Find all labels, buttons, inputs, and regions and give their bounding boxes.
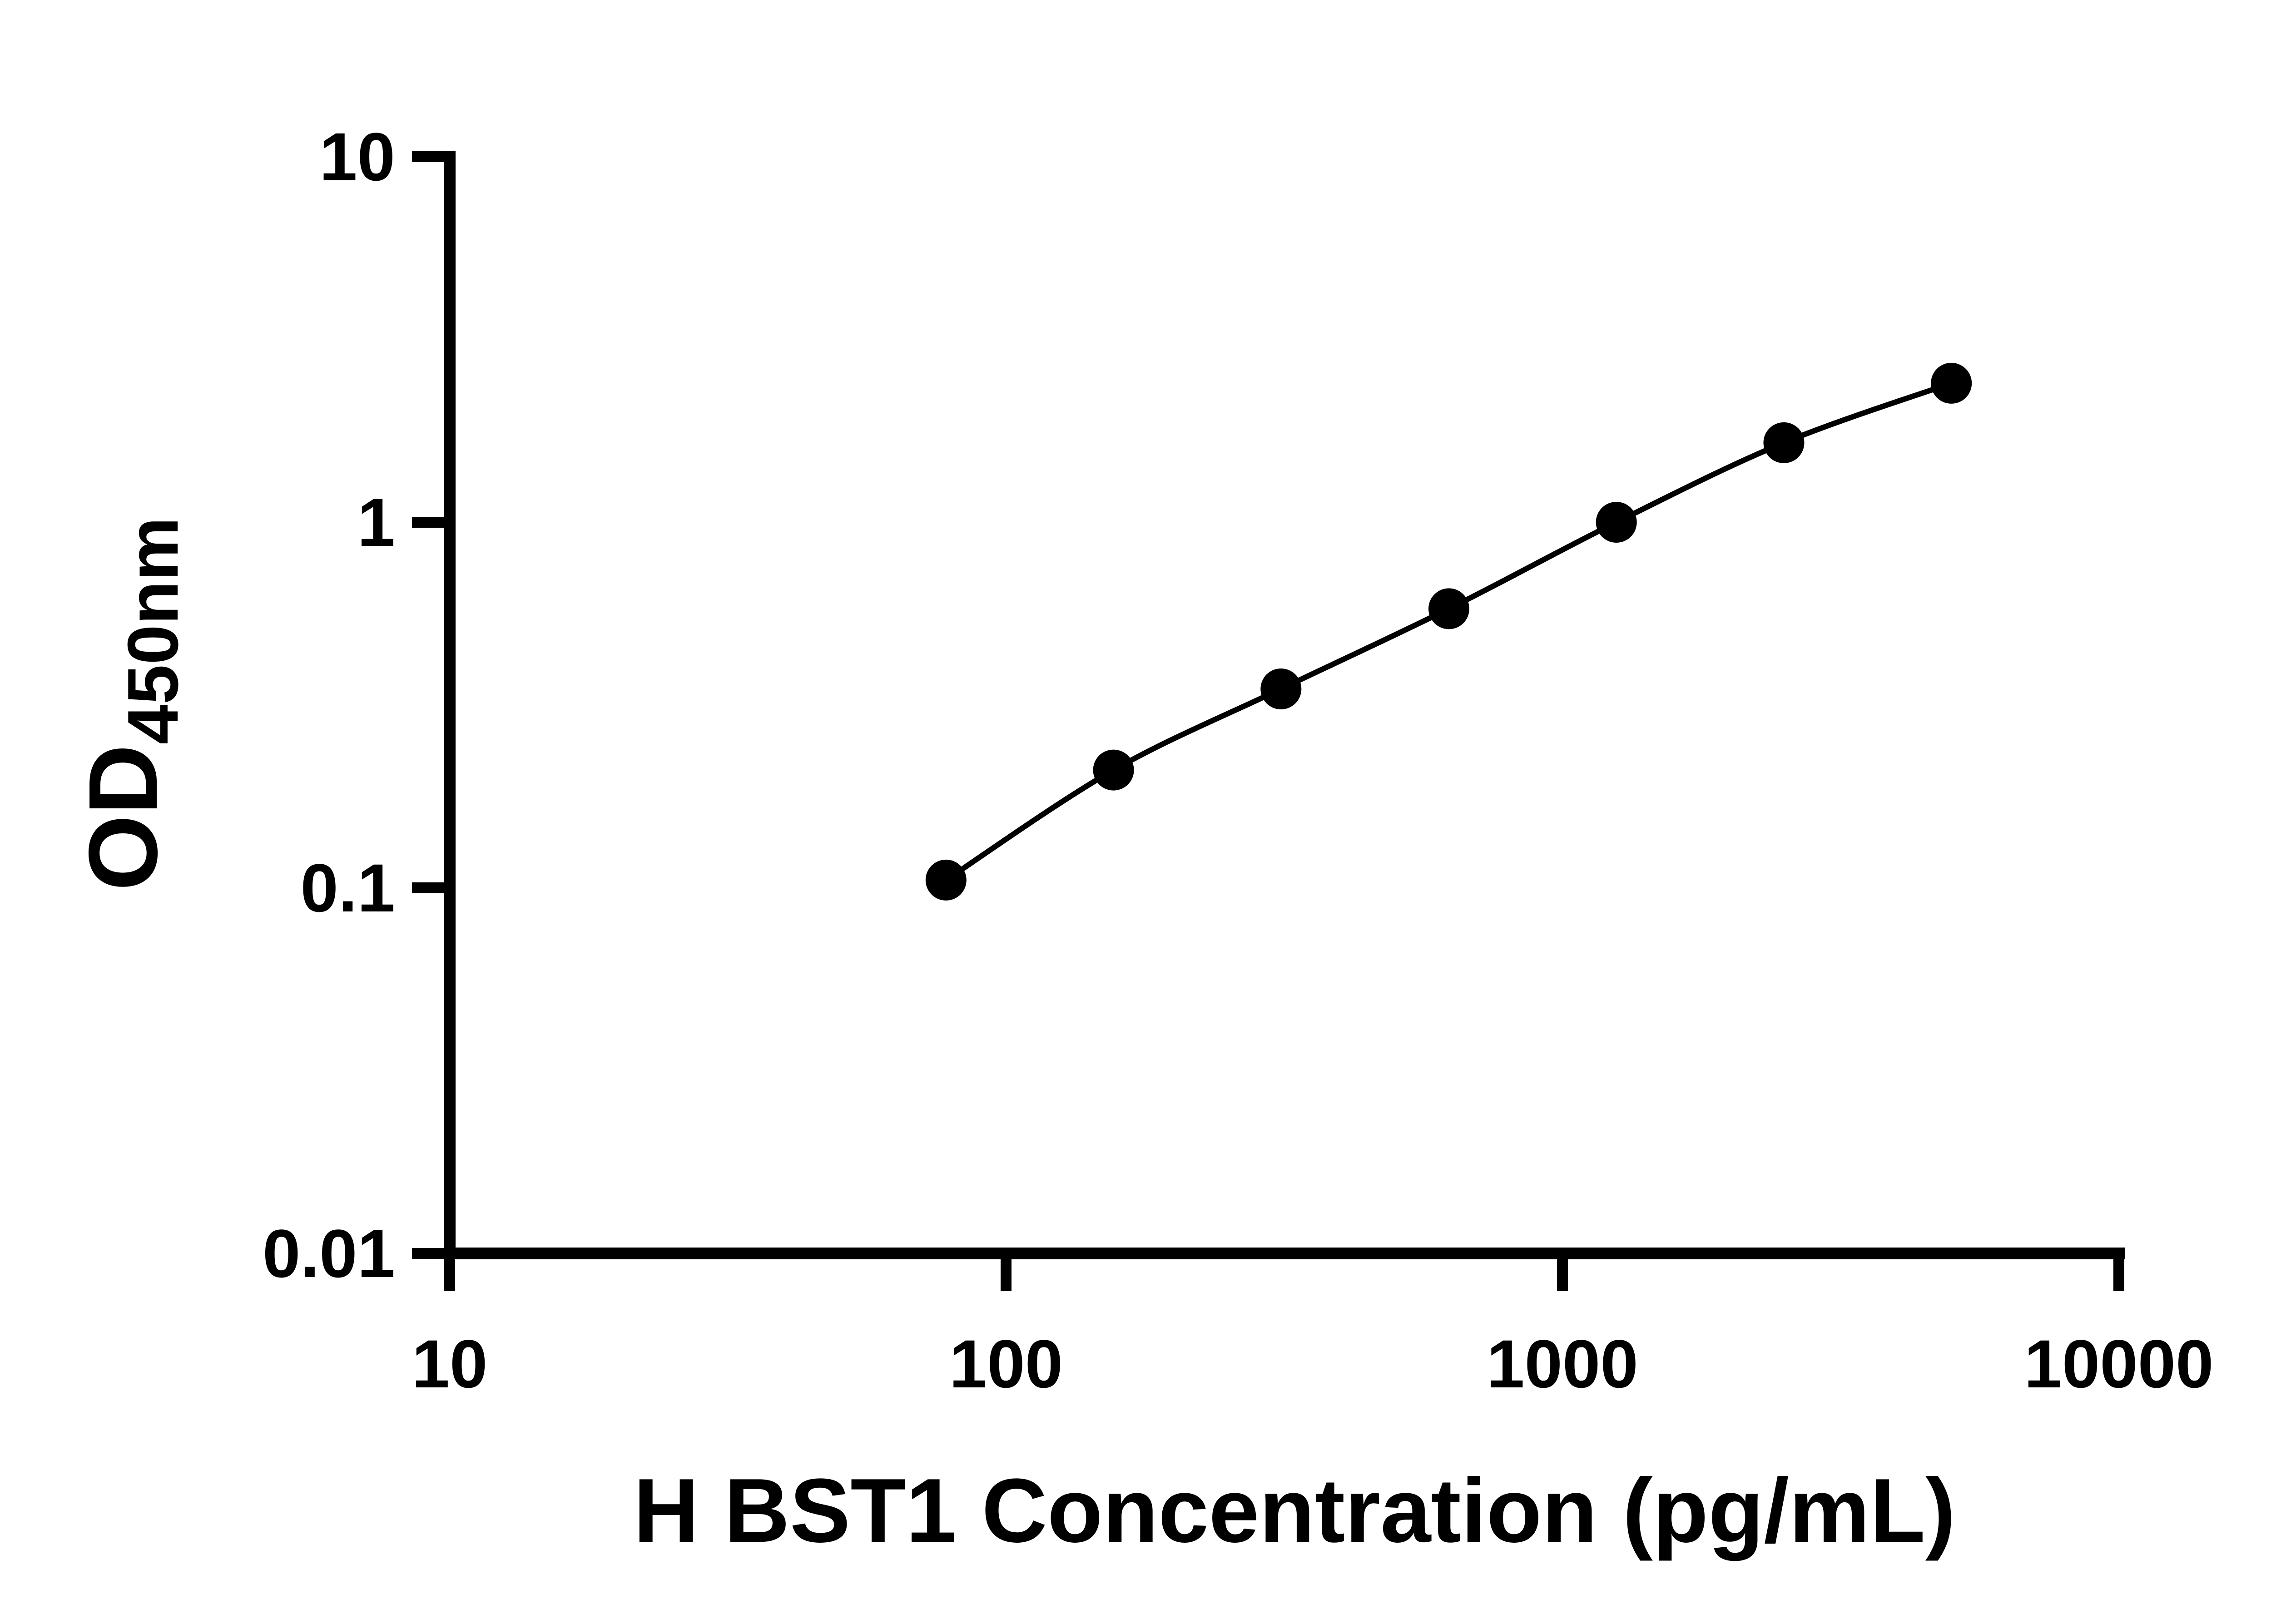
- y-axis-tick-label: 1: [357, 484, 395, 560]
- axis-lines: [444, 151, 2125, 1259]
- x-axis-tick-label: 10000: [2024, 1326, 2213, 1402]
- data-point: [1428, 588, 1469, 629]
- y-axis-tick-label: 0.01: [263, 1215, 395, 1292]
- data-point: [1093, 749, 1134, 791]
- y-axis-title-subscript: 450nm: [113, 517, 193, 744]
- y-axis-tick-label: 10: [319, 119, 395, 195]
- data-point: [1931, 362, 1972, 404]
- data-point: [1763, 422, 1805, 463]
- x-axis-tick-label: 10: [412, 1326, 488, 1402]
- x-axis-title: H BST1 Concentration (pg/mL): [633, 1460, 1955, 1561]
- y-axis-tick-label: 0.1: [300, 850, 395, 926]
- y-axis-title: OD450nm: [68, 517, 193, 891]
- plot-area: 10 100 1000 10000 0.01 0.1 1 10: [263, 119, 2214, 1402]
- x-axis-tick-label: 1000: [1487, 1326, 1638, 1402]
- data-point: [925, 859, 967, 901]
- data-point: [1260, 668, 1302, 709]
- y-axis-title-main: OD: [68, 744, 178, 891]
- standard-curve-line: [944, 381, 1953, 882]
- data-point: [1596, 502, 1637, 543]
- x-axis-tick-label: 100: [949, 1326, 1063, 1402]
